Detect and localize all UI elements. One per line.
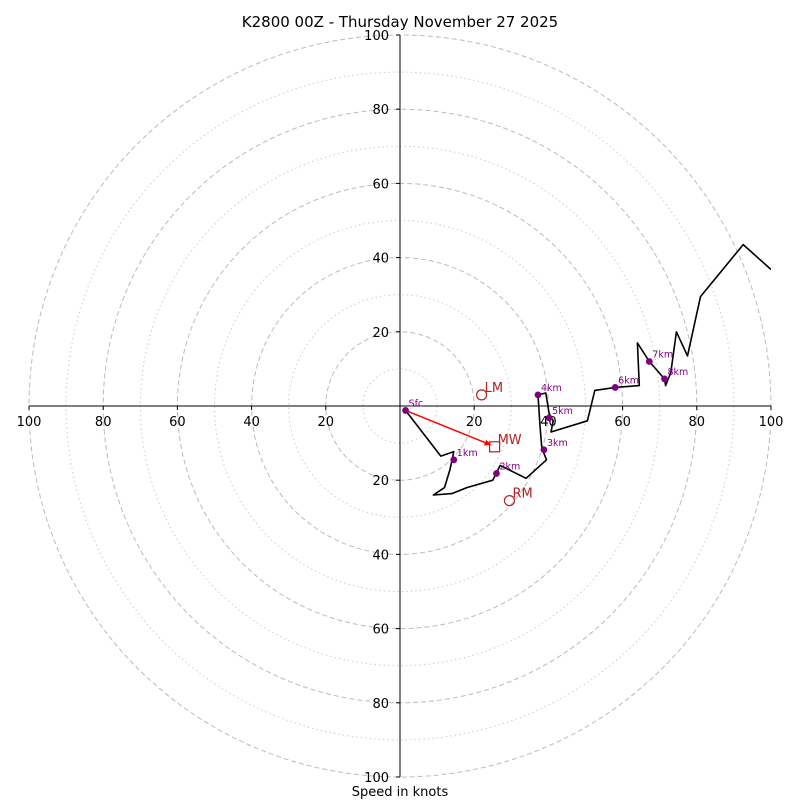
height-marker-label: 6km — [618, 375, 639, 386]
height-marker-label: 5km — [552, 406, 573, 417]
height-marker-label: 7km — [652, 349, 673, 360]
storm-motion-label: LM — [485, 381, 503, 396]
height-marker-dot — [645, 358, 653, 365]
storm-motion-label: MW — [498, 433, 522, 448]
height-marker-dot — [611, 384, 619, 391]
chart-title: K2800 00Z - Thursday November 27 2025 — [242, 13, 558, 31]
height-marker-label: 2km — [499, 462, 520, 473]
height-marker-1km: 1km — [450, 448, 478, 464]
height-marker-4km: 4km — [534, 383, 562, 399]
y-tick-label: 20 — [372, 474, 389, 489]
height-marker-label: 4km — [541, 383, 562, 394]
storm-motion-circle — [503, 495, 516, 507]
height-marker-label: 3km — [547, 438, 568, 449]
height-marker-3km: 3km — [540, 438, 568, 454]
height-marker-8km: 8km — [661, 367, 689, 383]
y-tick-label: 80 — [372, 103, 389, 118]
x-tick-label: 80 — [95, 415, 112, 430]
storm-motion-label: RM — [512, 487, 532, 502]
bulk-shear-arrow — [405, 409, 492, 446]
y-tick-label: 40 — [372, 548, 389, 563]
y-tick-label: 60 — [372, 177, 389, 192]
hodograph-trace — [404, 243, 771, 496]
x-tick-label: 100 — [759, 415, 784, 430]
x-tick-label: 80 — [689, 415, 706, 430]
height-marker-sfc: Sfc — [402, 398, 424, 414]
height-marker-label: 8km — [668, 367, 689, 378]
shear-vector — [405, 409, 492, 446]
storm-motion-rm: RM — [503, 487, 533, 507]
height-marker-7km: 7km — [645, 349, 673, 365]
storm-motion-mw: MW — [489, 433, 522, 453]
x-tick-label: 60 — [169, 415, 186, 430]
height-marker-dot — [493, 470, 500, 477]
axes — [29, 35, 771, 777]
tick-labels: 100 80 60 40 20 20 40 60 80 100100806040202040608… — [17, 29, 784, 786]
height-marker-dot — [545, 414, 553, 422]
y-tick-label: 100 — [364, 771, 389, 786]
height-marker-2km: 2km — [493, 462, 520, 477]
storm-motion-lm: LM — [476, 381, 503, 401]
height-marker-dot — [661, 375, 668, 383]
y-tick-label: 80 — [372, 697, 389, 712]
storm-motion-markers: LM MW RM — [476, 381, 533, 507]
x-tick-label: 20 — [318, 415, 335, 430]
height-marker-dot — [450, 456, 458, 464]
x-tick-label: 20 — [466, 415, 483, 430]
height-marker-dot — [540, 446, 548, 454]
wind-trace-line — [404, 243, 771, 496]
y-tick-label: 40 — [372, 252, 389, 267]
y-tick-label: 60 — [372, 623, 389, 638]
y-tick-label: 20 — [372, 326, 389, 341]
x-axis-label: Speed in knots — [352, 785, 449, 800]
x-tick-label: 40 — [243, 415, 260, 430]
height-marker-dot — [402, 407, 409, 414]
height-marker-6km: 6km — [611, 375, 639, 391]
y-tick-label: 100 — [364, 29, 389, 44]
storm-motion-circle — [476, 389, 488, 401]
x-tick-label: 100 — [17, 415, 42, 430]
height-marker-label: Sfc — [409, 398, 424, 409]
storm-motion-square — [489, 441, 501, 453]
height-markers: Sfc 1km 2km 3km 4km 5km 6km 7km 8km — [402, 349, 689, 477]
height-marker-dot — [534, 391, 542, 399]
height-marker-5km: 5km — [545, 406, 573, 422]
height-marker-label: 1km — [457, 448, 478, 459]
x-tick-label: 60 — [614, 415, 631, 430]
